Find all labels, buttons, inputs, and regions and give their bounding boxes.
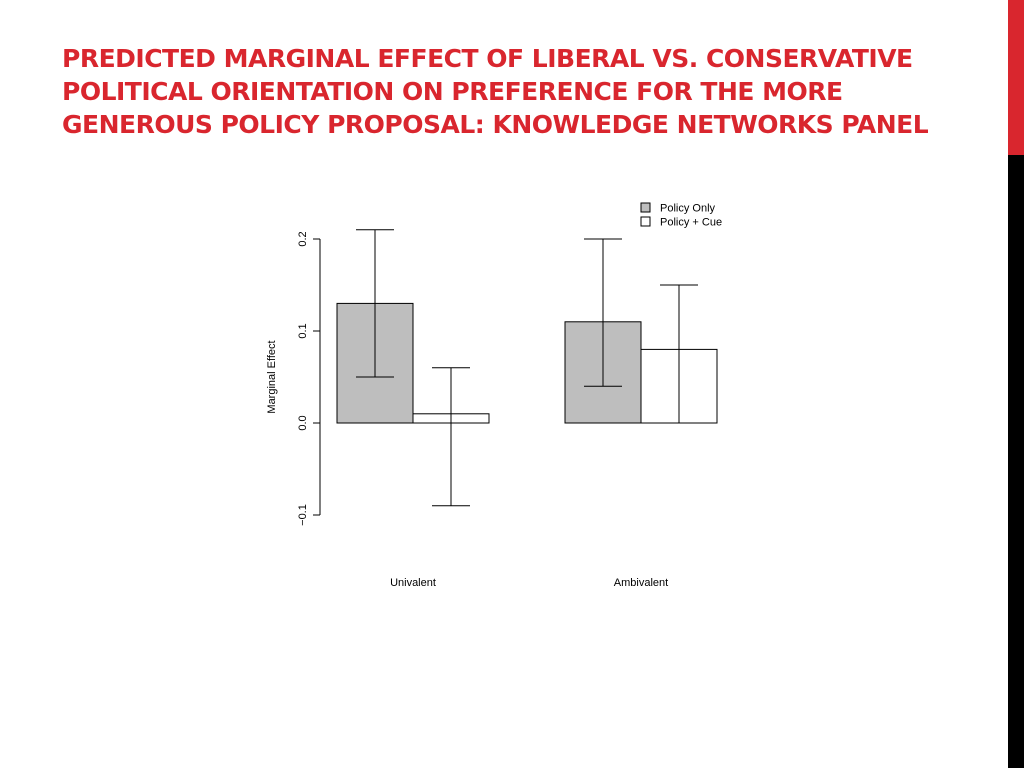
bar-chart: −0.1 0.0 0.1 0.2 Marginal Effect Univalent Am… <box>266 202 722 589</box>
accent-bar-black <box>1008 155 1024 768</box>
slide-title: Predicted Marginal Effect of Liberal vs.… <box>62 44 929 139</box>
legend-label-1: Policy + Cue <box>660 217 722 229</box>
legend-swatch-1 <box>640 216 651 227</box>
category-label: Ambivalent <box>614 577 668 589</box>
y-tick-label: −0.1 <box>297 504 309 526</box>
legend-swatch-0 <box>640 202 651 213</box>
category-label: Univalent <box>390 577 436 589</box>
y-tick-label: 0.1 <box>297 323 309 338</box>
y-tick-label: 0.2 <box>297 231 309 246</box>
y-tick-label: 0.0 <box>297 415 309 430</box>
accent-bar-red <box>1008 0 1024 155</box>
y-axis-label: Marginal Effect <box>266 340 278 413</box>
legend-label-0: Policy Only <box>660 203 716 215</box>
